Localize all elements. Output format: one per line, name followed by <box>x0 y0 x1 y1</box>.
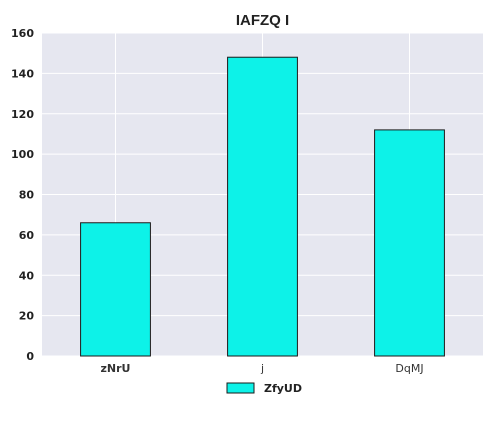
x-axis: zNrU j DqMJ <box>101 362 424 375</box>
y-tick-label: 80 <box>19 189 35 202</box>
y-tick-label: 0 <box>26 350 34 363</box>
y-tick-label: 60 <box>19 229 35 242</box>
y-tick-label: 160 <box>11 27 34 40</box>
legend: ZfyUD <box>226 382 302 395</box>
y-tick-label: 140 <box>11 67 34 80</box>
y-tick-label: 100 <box>11 148 34 161</box>
y-axis: 0 20 40 60 80 100 120 140 160 <box>11 27 34 363</box>
x-tick-label: DqMJ <box>395 362 423 375</box>
x-tick-label: zNrU <box>101 362 131 375</box>
y-tick-label: 40 <box>19 269 35 282</box>
chart-title: IAFZQ I <box>236 12 289 29</box>
y-tick-label: 120 <box>11 108 34 121</box>
legend-swatch <box>226 382 255 394</box>
bar-j <box>227 56 298 357</box>
bar-DqMJ <box>374 129 445 357</box>
legend-label: ZfyUD <box>264 382 302 395</box>
x-tick-label: j <box>260 362 264 375</box>
bar-zNrU <box>80 222 151 357</box>
y-tick-label: 20 <box>19 310 35 323</box>
bars <box>80 56 445 357</box>
